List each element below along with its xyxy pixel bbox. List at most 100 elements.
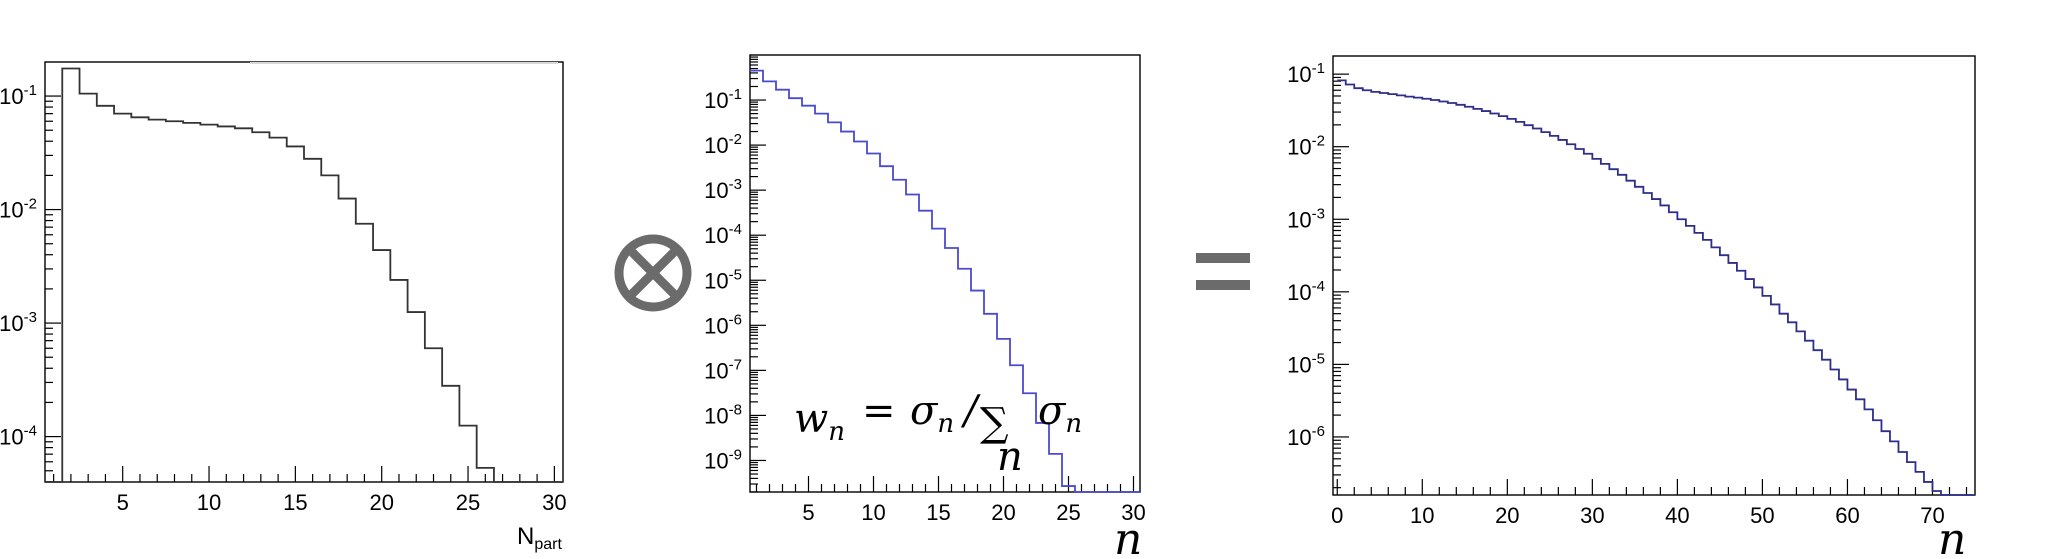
weight-formula: wn = σn / ∑ n σn xyxy=(794,388,1082,480)
y-tick-label: 10-2 xyxy=(704,131,742,158)
histogram-bin xyxy=(390,280,407,482)
x-tick-label: 40 xyxy=(1665,503,1689,528)
x-tick-label: 10 xyxy=(197,490,221,515)
histogram-bin xyxy=(1788,322,1797,495)
histogram-bin xyxy=(1618,175,1627,495)
histogram-bin xyxy=(1643,193,1652,495)
x-tick-label: 25 xyxy=(1056,500,1080,525)
histogram-bin xyxy=(166,121,183,482)
y-tick-label-base: 10 xyxy=(1287,207,1311,232)
y-tick-label-exp: -2 xyxy=(24,196,37,213)
y-tick-label-base: 10 xyxy=(1287,425,1311,450)
histogram-bin xyxy=(200,125,217,482)
histogram-bin xyxy=(1771,304,1780,495)
histogram-bin xyxy=(442,386,459,482)
histogram-bin xyxy=(854,142,867,492)
y-tick-label: 10-7 xyxy=(704,356,742,383)
panel-result-x-label: n xyxy=(1938,514,1966,559)
histogram-bin xyxy=(1541,132,1550,495)
x-tick-label: 70 xyxy=(1920,503,1944,528)
histogram-bin xyxy=(932,229,945,492)
histogram-bin xyxy=(1465,107,1474,495)
y-tick-label-base: 10 xyxy=(0,425,24,450)
histogram-bin xyxy=(1414,98,1423,495)
otimes-circle xyxy=(614,234,692,312)
histogram-bin xyxy=(477,468,494,482)
histogram-bin xyxy=(880,166,893,492)
histogram-bin xyxy=(235,128,252,482)
y-tick-label: 10-4 xyxy=(0,423,37,450)
y-tick-label: 10-8 xyxy=(704,401,742,428)
y-tick-label-exp: -3 xyxy=(24,309,37,326)
y-tick-label-exp: -3 xyxy=(729,176,742,193)
histogram-bin xyxy=(1924,482,1933,495)
x-tick-label: 25 xyxy=(456,490,480,515)
x-tick-label: 50 xyxy=(1750,503,1774,528)
panel-result-frame xyxy=(1332,55,1976,496)
histogram-bin xyxy=(1601,164,1610,495)
y-tick-label-base: 10 xyxy=(704,178,728,203)
y-tick-label: 10-9 xyxy=(704,446,742,473)
panel-npart: 10-110-210-310-45 10 15 20 25 30 Npart xyxy=(0,61,567,553)
y-tick-label-exp: -6 xyxy=(729,311,742,328)
panel-weights-x-label: n xyxy=(1114,514,1142,559)
panel-result: 10-110-210-310-410-510-60 10 20 30 40 50 60 70 … xyxy=(1287,55,1976,559)
histogram-bin xyxy=(218,126,235,482)
histogram-bin xyxy=(1881,431,1890,495)
histogram-bin xyxy=(1907,462,1916,495)
histogram-bin xyxy=(97,106,114,482)
histogram-bin xyxy=(1405,97,1414,495)
histogram-bin xyxy=(1626,181,1635,495)
y-tick-label-base: 10 xyxy=(704,313,728,338)
y-tick-label-exp: -4 xyxy=(24,423,37,440)
y-tick-label: 10-5 xyxy=(1287,350,1325,377)
y-tick-label-exp: -5 xyxy=(1312,350,1325,367)
equals-bar-bottom xyxy=(1196,280,1250,290)
histogram-bin xyxy=(1839,379,1848,495)
formula-sum-sub: n xyxy=(997,434,1023,480)
histogram-bin xyxy=(1575,149,1584,495)
histogram-bin xyxy=(1660,205,1669,495)
histogram-bin xyxy=(1609,169,1618,495)
histogram-bin xyxy=(1023,393,1036,492)
histogram-bin xyxy=(1703,240,1712,495)
x-tick-label: 5 xyxy=(117,490,129,515)
histogram-bin xyxy=(1431,100,1440,495)
histogram-bin xyxy=(1346,84,1355,495)
y-tick-label-base: 10 xyxy=(704,268,728,293)
histogram-bin xyxy=(321,175,338,482)
histogram-bin xyxy=(1864,409,1873,495)
y-tick-label-base: 10 xyxy=(704,403,728,428)
histogram-bin xyxy=(1499,116,1508,495)
y-tick-label: 10-4 xyxy=(1287,278,1325,305)
x-tick-label: 15 xyxy=(283,490,307,515)
histogram-line xyxy=(45,67,563,483)
y-tick-label: 10-4 xyxy=(704,221,742,248)
histogram-bin xyxy=(1422,99,1431,495)
y-tick-label-base: 10 xyxy=(1287,135,1311,160)
histogram-bin xyxy=(1720,255,1729,495)
formula-slash: / xyxy=(960,388,981,434)
y-tick-label-base: 10 xyxy=(0,311,24,336)
x-tick-label: 30 xyxy=(542,490,566,515)
y-tick-label-base: 10 xyxy=(0,198,24,223)
histogram-bin xyxy=(1490,113,1499,495)
histogram-bin xyxy=(1388,94,1397,495)
y-tick-label: 10-6 xyxy=(1287,423,1325,450)
histogram-bin xyxy=(1754,287,1763,495)
y-tick-label: 10-1 xyxy=(1287,60,1325,87)
formula-sum: ∑ xyxy=(980,400,1009,446)
x-tick-label: 10 xyxy=(1410,503,1434,528)
y-tick-label-base: 10 xyxy=(1287,62,1311,87)
histogram-bin xyxy=(149,120,166,482)
equals-operator: = xyxy=(1196,253,1250,290)
y-tick-label-exp: -4 xyxy=(729,221,742,238)
equals-bar-top xyxy=(1196,253,1250,263)
y-tick-label: 10-2 xyxy=(1287,133,1325,160)
histogram-bin xyxy=(62,68,79,482)
histogram-bin xyxy=(1898,452,1907,495)
histogram-bin xyxy=(1592,159,1601,495)
formula-lhs: wn xyxy=(794,396,845,447)
histogram-bin xyxy=(1711,247,1720,495)
histogram-bin xyxy=(1737,271,1746,495)
